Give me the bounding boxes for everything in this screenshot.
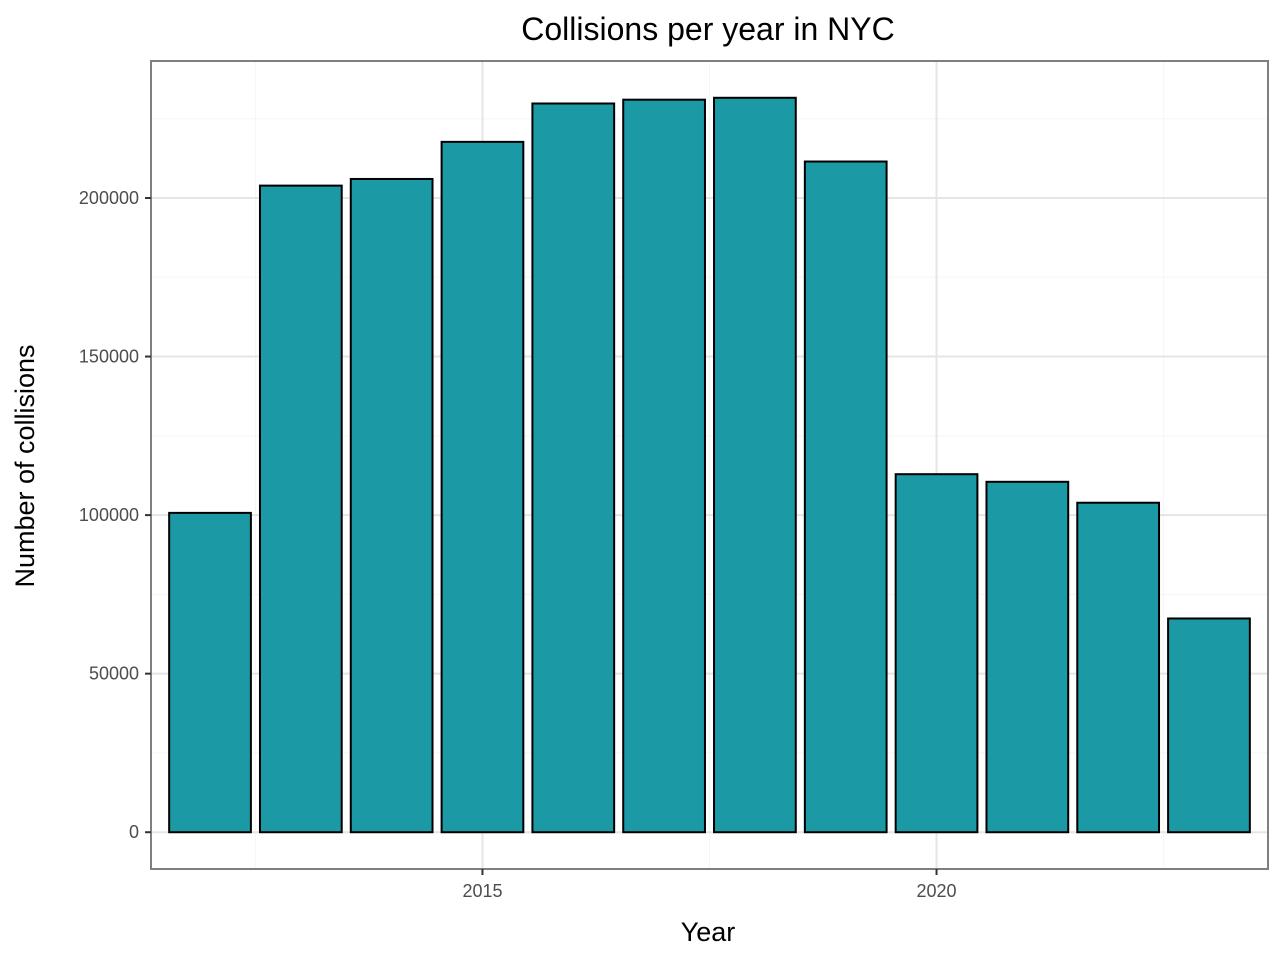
bar-2021 xyxy=(985,480,1070,834)
bar-2018 xyxy=(713,96,797,834)
bar-2013 xyxy=(258,184,343,834)
x-tick-label: 2020 xyxy=(917,881,957,901)
bars xyxy=(168,96,1251,834)
x-axis: 2015 2020 xyxy=(462,869,957,901)
y-tick-label: 100000 xyxy=(79,505,139,525)
bar-2015 xyxy=(440,140,525,834)
y-tick-label: 150000 xyxy=(79,347,139,367)
y-tick-label: 50000 xyxy=(89,664,139,684)
panel-border xyxy=(150,60,1269,870)
x-tick-label: 2015 xyxy=(462,881,502,901)
bar-2014 xyxy=(349,177,434,834)
bar-2022 xyxy=(1076,501,1161,834)
y-axis-title: Number of collisions xyxy=(10,344,40,587)
chart-title: Collisions per year in NYC xyxy=(521,11,894,47)
bar-2017 xyxy=(622,98,706,834)
bar-2019 xyxy=(803,160,888,834)
bar-2020 xyxy=(894,473,979,834)
bar-2023 xyxy=(1167,617,1251,834)
y-tick-label: 200000 xyxy=(79,188,139,208)
y-tick-label: 0 xyxy=(129,822,139,842)
x-axis-title: Year xyxy=(681,917,736,947)
bar-2012 xyxy=(168,511,252,834)
bar-2016 xyxy=(531,102,616,834)
y-axis: 0 50000 100000 150000 200000 xyxy=(79,188,151,842)
